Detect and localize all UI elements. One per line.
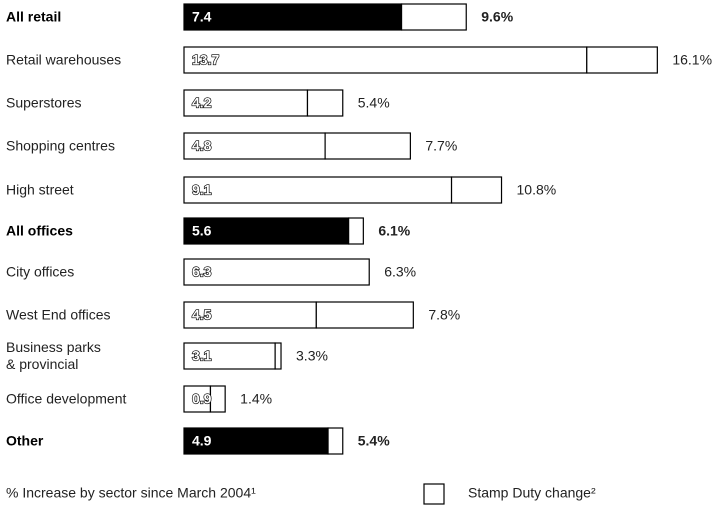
- total-label: 7.8%: [428, 307, 460, 323]
- bar-segment: [183, 132, 326, 160]
- bar-segment: [306, 89, 344, 117]
- category-label: Business parks & provincial: [6, 339, 101, 372]
- bar-segment: [183, 3, 403, 31]
- total-label: 3.3%: [296, 348, 328, 364]
- legend-label: Stamp Duty change²: [468, 485, 596, 501]
- category-label: Retail warehouses: [6, 51, 122, 68]
- bar-segment: [348, 217, 364, 245]
- total-label: 5.4%: [358, 433, 390, 449]
- category-label: Shopping centres: [6, 137, 115, 154]
- bar-segment: [450, 176, 503, 204]
- bar-segment: [183, 176, 453, 204]
- category-label: All offices: [6, 222, 73, 239]
- value-label: 9.1: [192, 182, 212, 198]
- total-label: 1.4%: [240, 391, 272, 407]
- value-label: 5.6: [192, 223, 212, 239]
- total-label: 5.4%: [358, 95, 390, 111]
- value-label: 0.9: [192, 391, 212, 407]
- category-label: City offices: [6, 263, 75, 280]
- category-label: Other: [6, 432, 44, 449]
- category-label: West End offices: [6, 306, 111, 323]
- value-label: 4.9: [192, 433, 212, 449]
- total-label: 10.8%: [517, 182, 557, 198]
- value-label: 7.4: [192, 9, 212, 25]
- category-label: Superstores: [6, 94, 82, 111]
- value-label: 13.7: [192, 52, 219, 68]
- bar-segment: [183, 258, 370, 286]
- bar-segment: [183, 46, 588, 74]
- bar-segment: [183, 342, 276, 370]
- total-label: 6.1%: [378, 223, 410, 239]
- category-label: All retail: [6, 8, 62, 25]
- bar-segment: [324, 132, 411, 160]
- bar-segment: [586, 46, 658, 74]
- legend-swatch: [423, 483, 445, 505]
- category-label: Office development: [6, 390, 127, 407]
- bar-segment: [183, 217, 350, 245]
- total-label: 9.6%: [481, 9, 513, 25]
- bar-segment: [183, 89, 309, 117]
- value-label: 4.8: [192, 138, 212, 154]
- value-label: 4.5: [192, 307, 212, 323]
- category-label: High street: [6, 181, 74, 198]
- total-label: 7.7%: [425, 138, 457, 154]
- bar-segment: [315, 301, 414, 329]
- bar-segment: [274, 342, 282, 370]
- bar-segment: [400, 3, 467, 31]
- bar-segment: [209, 385, 226, 413]
- value-label: 4.2: [192, 95, 212, 111]
- bar-segment: [183, 427, 329, 455]
- legend-label: % Increase by sector since March 2004¹: [6, 485, 256, 501]
- total-label: 16.1%: [672, 52, 712, 68]
- bar-segment: [327, 427, 344, 455]
- value-label: 3.1: [192, 348, 212, 364]
- total-label: 6.3%: [384, 264, 416, 280]
- value-label: 6.3: [192, 264, 212, 280]
